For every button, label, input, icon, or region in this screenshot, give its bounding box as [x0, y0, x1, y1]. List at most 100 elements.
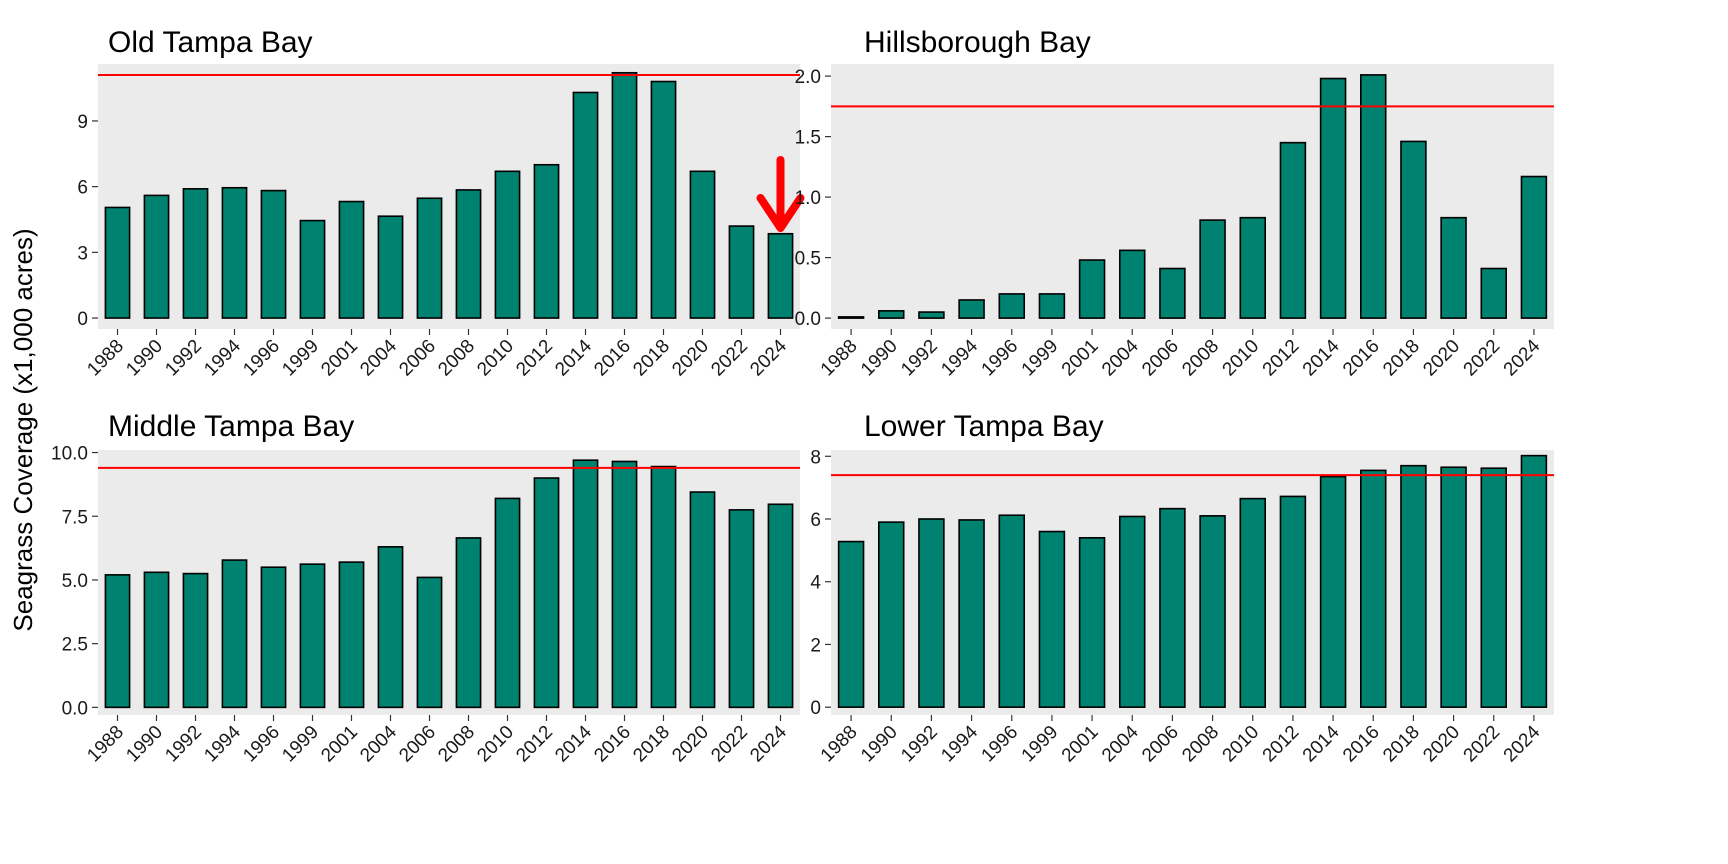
x-tick-label: 2001 [317, 722, 362, 767]
x-tick-label: 1988 [817, 336, 862, 381]
bar-2016 [611, 71, 638, 319]
x-tick-label: 2022 [1460, 722, 1505, 767]
bar-1994 [958, 299, 985, 319]
x-tick-label: 2004 [356, 335, 401, 380]
x-tick-label: 1988 [83, 336, 128, 381]
x-tick-label: 2012 [512, 722, 557, 767]
bar-1992 [182, 572, 209, 709]
bar-2012 [1279, 495, 1307, 708]
x-tick-label: 2010 [1219, 722, 1264, 767]
x-tick-label: 2012 [1259, 336, 1304, 381]
x-tick-label: 2020 [668, 336, 713, 381]
bar-2022 [1480, 267, 1508, 319]
x-tick-label: 1990 [857, 336, 902, 381]
x-tick-label: 1996 [239, 722, 284, 767]
x-tick-label: 1992 [897, 336, 942, 381]
bar-2014 [1319, 475, 1347, 708]
bar-2020 [1440, 466, 1467, 708]
panel-hillsborough-bay: Hillsborough Bay0.00.51.01.52.0198819901… [795, 26, 1554, 380]
bar-2006 [1159, 267, 1186, 319]
x-tick-label: 2001 [317, 336, 362, 381]
bar-2006 [1159, 507, 1186, 708]
x-tick-label: 2012 [1259, 722, 1304, 767]
x-tick-label: 2010 [1219, 336, 1264, 381]
bar-1999 [299, 219, 326, 319]
x-tick-label: 2024 [746, 721, 791, 766]
y-tick-label: 9 [77, 112, 88, 133]
bar-1996 [260, 189, 287, 319]
x-tick-label: 2006 [1138, 336, 1183, 381]
bar-2008 [1199, 219, 1226, 319]
y-tick-label: 0.5 [795, 249, 821, 270]
x-tick-label: 2001 [1058, 336, 1103, 381]
down-arrow-annotation [756, 156, 805, 232]
x-tick-label: 2022 [1460, 336, 1505, 381]
x-tick-label: 2004 [1098, 335, 1143, 380]
bar-2018 [650, 80, 677, 319]
panel-title-old-tampa-bay: Old Tampa Bay [108, 26, 313, 59]
x-tick-label: 2001 [1058, 722, 1103, 767]
bar-2024 [1520, 175, 1548, 319]
x-tick-label: 2020 [1419, 722, 1464, 767]
y-tick-label: 1.0 [795, 188, 821, 209]
x-tick-label: 1992 [161, 722, 206, 767]
bar-2008 [1199, 515, 1226, 708]
bar-2020 [1440, 216, 1467, 319]
x-tick-label: 1988 [83, 722, 128, 767]
x-tick-label: 1990 [122, 336, 167, 381]
x-tick-label: 2008 [434, 336, 479, 381]
bar-2004 [1118, 249, 1146, 319]
plot-background-lower-tampa-bay [831, 450, 1554, 715]
x-tick-label: 2004 [1098, 721, 1143, 766]
bar-2012 [533, 477, 560, 709]
bar-2008 [455, 537, 482, 709]
bar-2016 [611, 460, 638, 709]
x-tick-label: 2020 [1419, 336, 1464, 381]
x-tick-label: 2008 [434, 722, 479, 767]
bar-2016 [1359, 469, 1387, 708]
x-tick-label: 2014 [1299, 335, 1344, 380]
bar-2004 [377, 546, 404, 709]
bar-2020 [689, 491, 716, 709]
x-tick-label: 2024 [746, 335, 791, 380]
y-tick-label: 0.0 [795, 309, 821, 330]
bar-1996 [260, 566, 287, 709]
bar-1994 [221, 186, 248, 319]
x-tick-label: 2006 [395, 722, 440, 767]
x-tick-label: 2008 [1178, 336, 1223, 381]
bar-1992 [182, 188, 209, 319]
bar-1992 [918, 518, 945, 708]
x-tick-label: 2016 [1339, 336, 1384, 381]
bar-1996 [998, 514, 1026, 708]
bar-2010 [1239, 216, 1267, 319]
x-tick-label: 2010 [473, 336, 518, 381]
x-tick-label: 2006 [395, 336, 440, 381]
x-tick-label: 1996 [239, 336, 284, 381]
x-tick-label: 2024 [1500, 721, 1545, 766]
bar-2020 [689, 170, 716, 319]
panel-old-tampa-bay: Old Tampa Bay 0 3 6 9 19881990199219941996199… [77, 26, 805, 381]
panel-lower-tampa-bay: Lower Tampa Bay 0 2 4 6 8 19881990199219941996… [810, 410, 1554, 766]
bar-2010 [494, 497, 521, 709]
bar-2024 [767, 232, 794, 319]
bar-2018 [1400, 140, 1427, 319]
y-tick-label: 5.0 [62, 571, 88, 592]
x-tick-label: 2006 [1138, 722, 1183, 767]
bar-1990 [143, 571, 170, 709]
bar-1999 [1038, 293, 1066, 319]
x-tick-label: 2014 [551, 721, 596, 766]
bar-2006 [416, 576, 443, 709]
x-tick-label: 2014 [1299, 721, 1344, 766]
x-tick-label: 2004 [356, 721, 401, 766]
bar-1988 [104, 574, 131, 709]
bar-2022 [1480, 467, 1508, 708]
panel-title-middle-tampa-bay: Middle Tampa Bay [108, 410, 354, 443]
y-tick-label: 1.5 [795, 128, 821, 149]
bar-2001 [338, 200, 365, 319]
x-tick-label: 2018 [1379, 722, 1424, 767]
x-tick-label: 2020 [668, 722, 713, 767]
y-tick-label: 0 [77, 309, 88, 330]
panel-title-hillsborough-bay: Hillsborough Bay [864, 26, 1091, 59]
bar-1994 [221, 559, 248, 709]
y-tick-label: 10.0 [51, 444, 88, 465]
